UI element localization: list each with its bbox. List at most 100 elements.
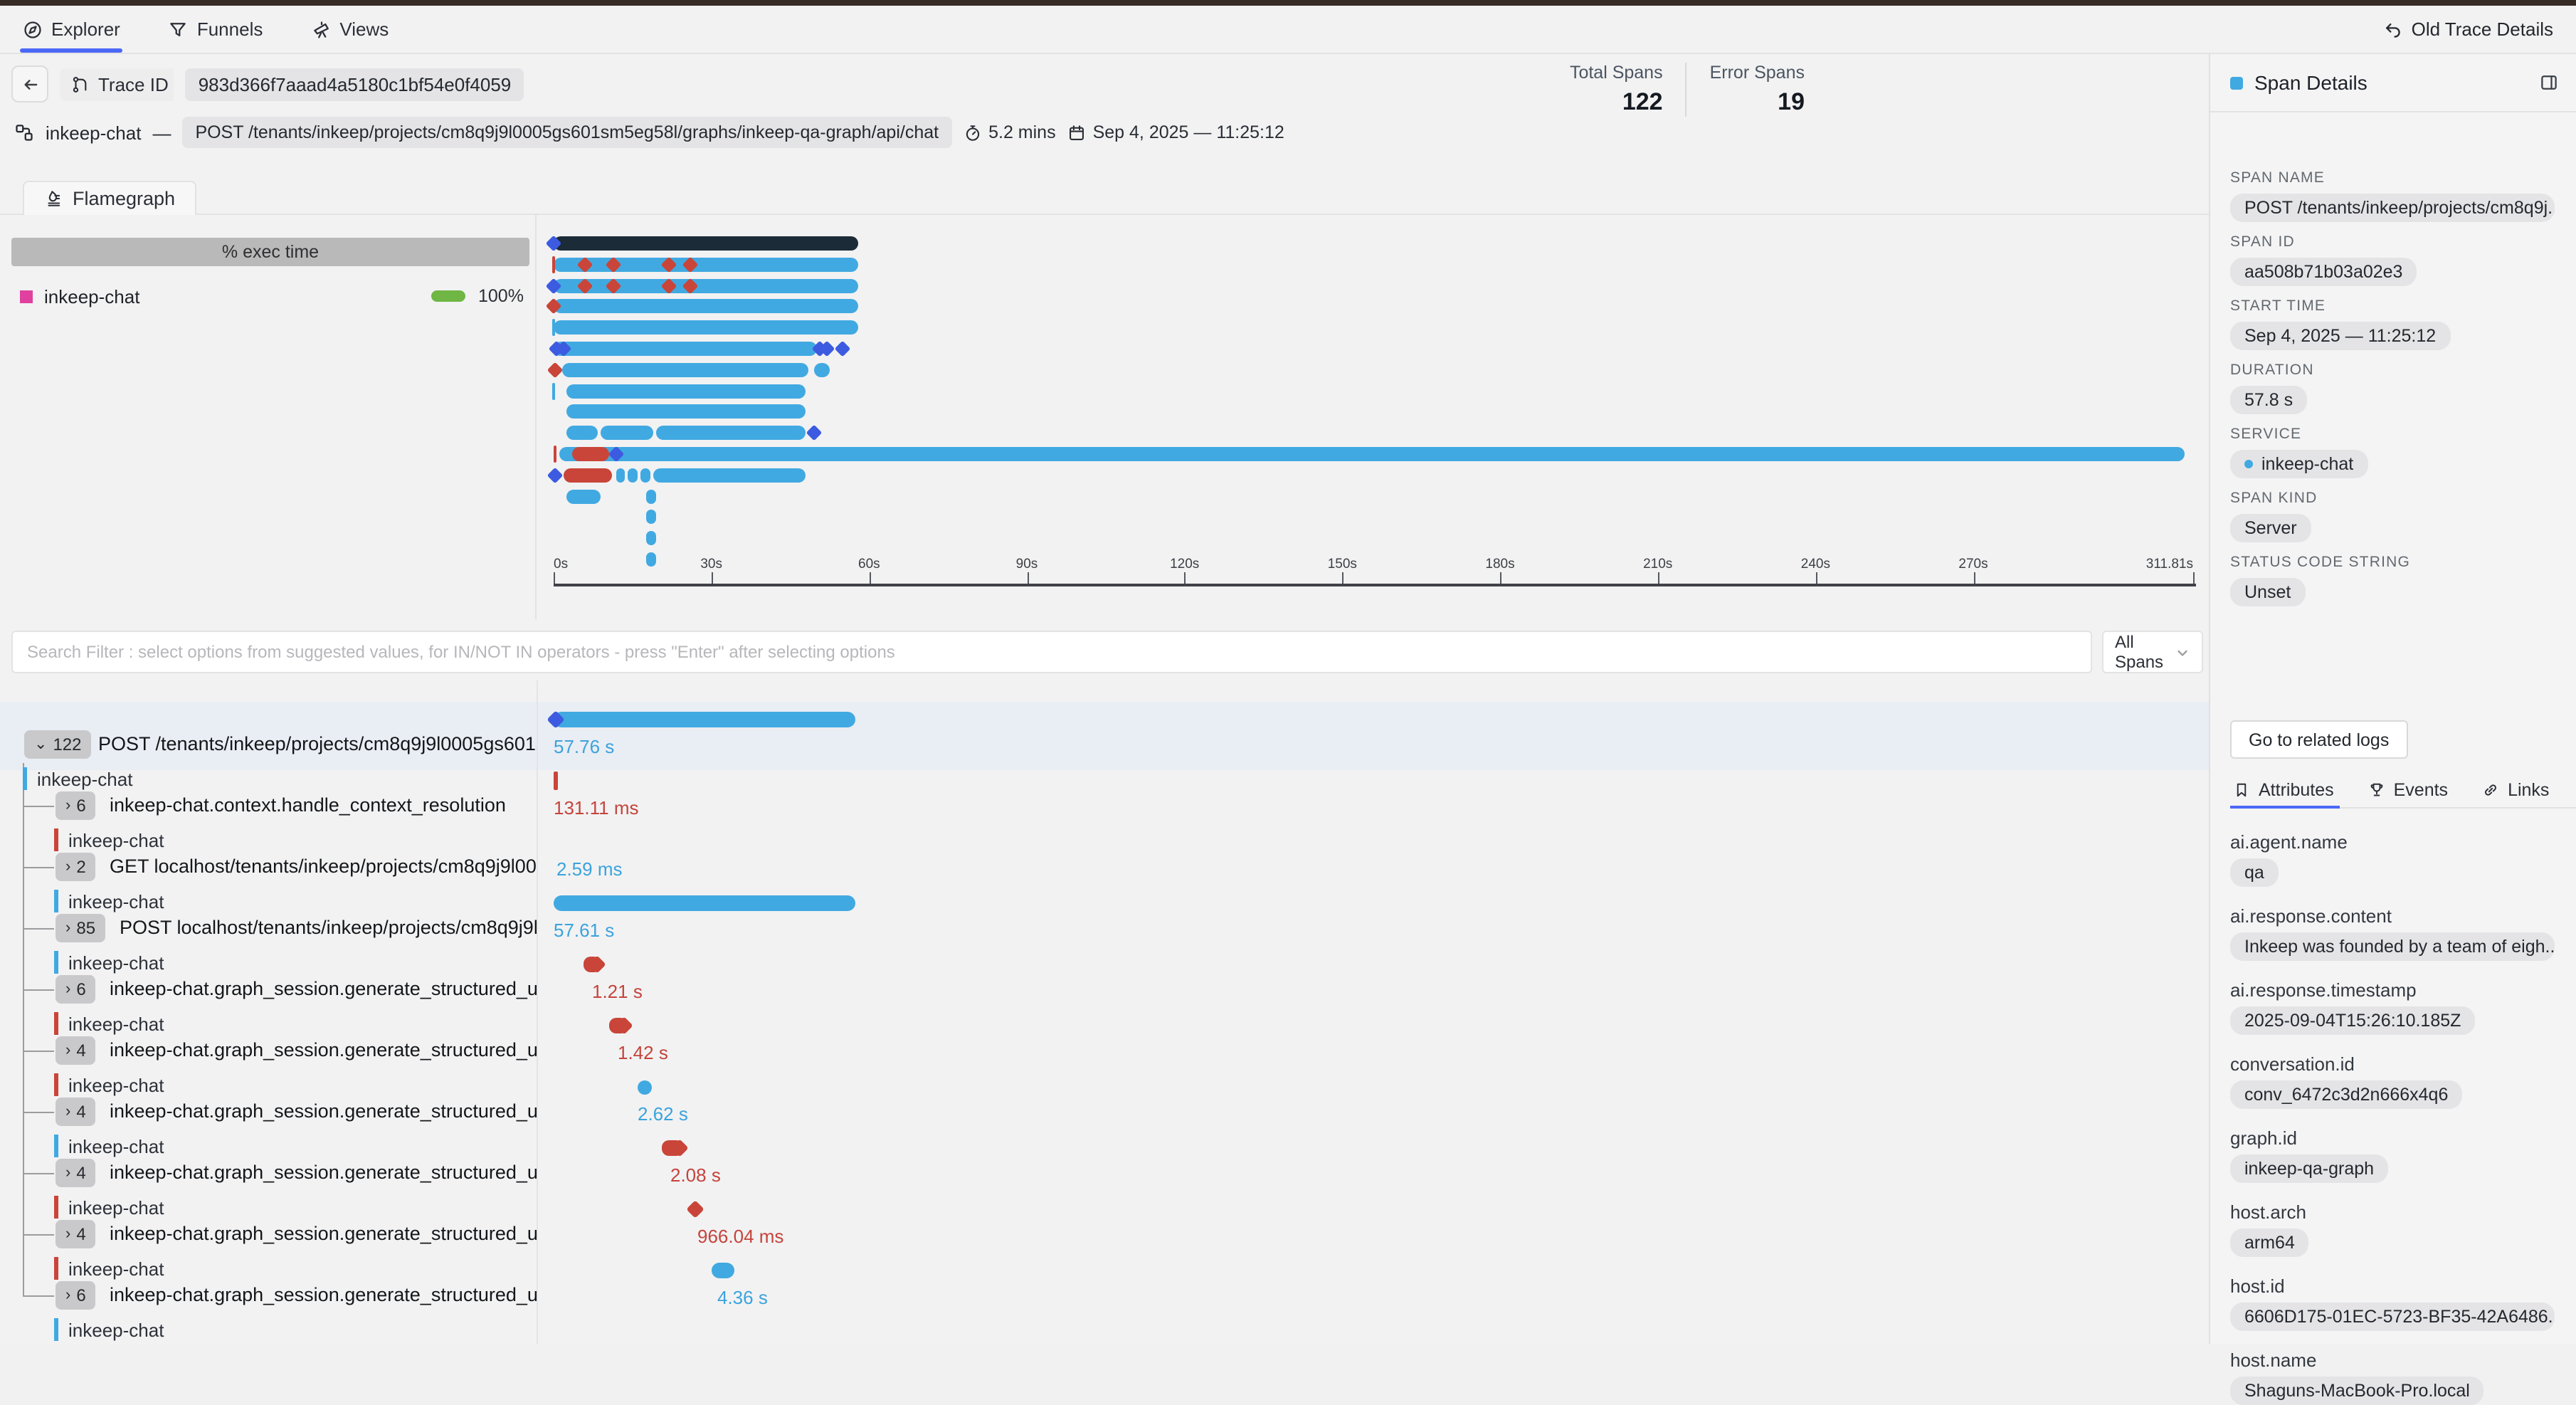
flamegraph-span-bar[interactable] — [813, 362, 830, 377]
window-chrome-strip — [0, 0, 2576, 6]
attribute-value: 2025-09-04T15:26:10.185Z — [2230, 1006, 2476, 1035]
flamegraph-span-bar[interactable] — [616, 468, 625, 483]
span-title[interactable]: inkeep-chat.graph_session.generate_struc… — [110, 1039, 537, 1061]
tab-events[interactable]: Events — [2365, 773, 2462, 807]
span-count-badge[interactable]: › 4 — [56, 1098, 96, 1126]
waterfall-duration-bar[interactable] — [554, 712, 855, 727]
flamegraph-span-bar[interactable] — [559, 447, 2185, 461]
tab-funnels-label: Funnels — [196, 19, 263, 40]
flamegraph-span-bar[interactable] — [601, 426, 654, 441]
span-title[interactable]: GET localhost/tenants/inkeep/projects/cm… — [110, 856, 537, 877]
span-service: inkeep-chat — [54, 1196, 164, 1219]
flamegraph-span-bar[interactable] — [566, 384, 806, 399]
span-title[interactable]: inkeep-chat.graph_session.generate_struc… — [110, 978, 537, 999]
span-count-badge[interactable]: › 6 — [56, 1281, 96, 1310]
flamegraph-span-bar[interactable] — [653, 468, 806, 483]
tab-attributes[interactable]: Attributes — [2230, 773, 2348, 809]
flamegraph-span-bar[interactable] — [645, 489, 657, 504]
span-count-badge[interactable]: › 85 — [56, 914, 106, 942]
flamegraph-event-tick — [552, 256, 555, 273]
tree-branch-line — [23, 867, 54, 868]
flamegraph-event-tick — [553, 446, 556, 463]
axis-tick-label: 0s — [554, 557, 569, 572]
detail-field-value: Sep 4, 2025 — 11:25:12 — [2230, 322, 2451, 350]
axis-tick — [1500, 572, 1502, 584]
span-count-badge[interactable]: › 6 — [56, 975, 96, 1004]
flamegraph-span-bar[interactable] — [554, 257, 858, 272]
span-count-badge[interactable]: ⌄ 122 — [24, 730, 92, 759]
error-spans-stat: Error Spans 19 — [1685, 63, 1827, 117]
flamegraph-span-bar[interactable] — [566, 489, 601, 504]
span-service-label: inkeep-chat — [68, 1258, 164, 1279]
tree-branch-line — [23, 1112, 54, 1113]
span-title[interactable]: inkeep-chat.graph_session.generate_struc… — [110, 1162, 537, 1183]
panel-collapse-icon[interactable] — [2539, 73, 2559, 93]
flamegraph-span-bar[interactable] — [656, 426, 806, 441]
waterfall-pill[interactable] — [712, 1263, 734, 1278]
legend-item-inkeep-chat[interactable]: inkeep-chat 100% — [11, 285, 529, 307]
flamegraph-event-tick — [552, 382, 555, 400]
chevron-right-icon: › — [65, 919, 71, 936]
old-trace-details-link[interactable]: Old Trace Details — [2383, 19, 2553, 40]
span-title[interactable]: POST /tenants/inkeep/projects/cm8q9j9l00… — [98, 733, 537, 754]
tab-flamegraph[interactable]: Flamegraph — [23, 181, 197, 215]
flamegraph-span-bar[interactable] — [554, 299, 858, 314]
flamegraph-span-bar[interactable] — [645, 510, 657, 525]
flamegraph-span-bar[interactable] — [566, 404, 806, 419]
span-service-label: inkeep-chat — [68, 1074, 164, 1095]
waterfall-diamond[interactable] — [686, 1200, 704, 1219]
waterfall-tick[interactable] — [554, 772, 557, 790]
chevron-right-icon: › — [65, 1103, 71, 1120]
span-title[interactable]: inkeep-chat.context.handle_context_resol… — [110, 794, 506, 816]
flame-icon — [44, 189, 63, 208]
tab-funnels[interactable]: Funnels — [169, 6, 263, 53]
flamegraph-event-diamond — [547, 467, 563, 483]
span-title[interactable]: POST localhost/tenants/inkeep/projects/c… — [120, 917, 537, 938]
search-filter-input[interactable] — [11, 631, 2092, 673]
waterfall-circle[interactable] — [638, 1080, 652, 1095]
span-count-badge[interactable]: › 4 — [56, 1036, 96, 1065]
service-color-bar — [54, 1318, 58, 1341]
waterfall-duration-label: 2.59 ms — [556, 858, 623, 880]
span-count-badge[interactable]: › 4 — [56, 1220, 96, 1248]
service-color-bar — [54, 890, 58, 912]
waterfall-duration-label: 57.76 s — [554, 736, 615, 757]
tab-explorer[interactable]: Explorer — [19, 6, 124, 53]
chevron-right-icon: › — [65, 796, 71, 814]
tree-branch-line — [23, 1173, 54, 1174]
axis-line — [554, 584, 2196, 586]
trace-id-value: 983d366f7aaad4a5180c1bf54e0f4059 — [185, 68, 524, 100]
list-waterfall-divider — [537, 680, 538, 1344]
flamegraph-span-bar[interactable] — [561, 362, 809, 377]
span-title[interactable]: inkeep-chat.graph_session.generate_struc… — [110, 1100, 537, 1122]
flamegraph-span-bar[interactable] — [554, 342, 817, 356]
go-to-related-logs-button[interactable]: Go to related logs — [2230, 720, 2408, 759]
flamegraph-span-bar[interactable] — [564, 468, 612, 483]
flamegraph-span-bar[interactable] — [645, 552, 657, 567]
tab-links[interactable]: Links — [2479, 773, 2563, 807]
flamegraph-span-bar[interactable] — [627, 468, 638, 483]
axis-tick-label: 30s — [700, 557, 722, 572]
flamegraph-span-bar[interactable] — [571, 447, 609, 461]
waterfall-duration-bar[interactable] — [554, 895, 855, 911]
top-navbar: Explorer Funnels Views Old Trace Details — [0, 6, 2576, 54]
flamegraph-span-bar[interactable] — [566, 426, 598, 441]
span-title[interactable]: inkeep-chat.graph_session.generate_struc… — [110, 1223, 537, 1244]
span-title[interactable]: inkeep-chat.graph_session.generate_struc… — [110, 1284, 537, 1305]
flamegraph-span-bar[interactable] — [640, 468, 651, 483]
flamegraph-span-bar[interactable] — [554, 320, 858, 335]
detail-field-label: STATUS CODE STRING — [2230, 554, 2410, 571]
flamegraph-span-bar[interactable] — [554, 278, 858, 293]
span-count-badge[interactable]: › 2 — [56, 853, 96, 881]
tab-views[interactable]: Views — [311, 6, 389, 53]
span-service: inkeep-chat — [54, 951, 164, 974]
flamegraph-span-bar[interactable] — [645, 531, 657, 546]
span-count-badge[interactable]: › 6 — [56, 791, 96, 820]
back-button[interactable] — [11, 65, 48, 102]
spans-filter-dropdown[interactable]: All Spans — [2102, 631, 2203, 673]
flamegraph-span-bar[interactable] — [554, 236, 858, 251]
detail-field-label: START TIME — [2230, 298, 2326, 315]
span-count-badge[interactable]: › 4 — [56, 1159, 96, 1187]
flamegraph-event-tick — [552, 319, 555, 337]
